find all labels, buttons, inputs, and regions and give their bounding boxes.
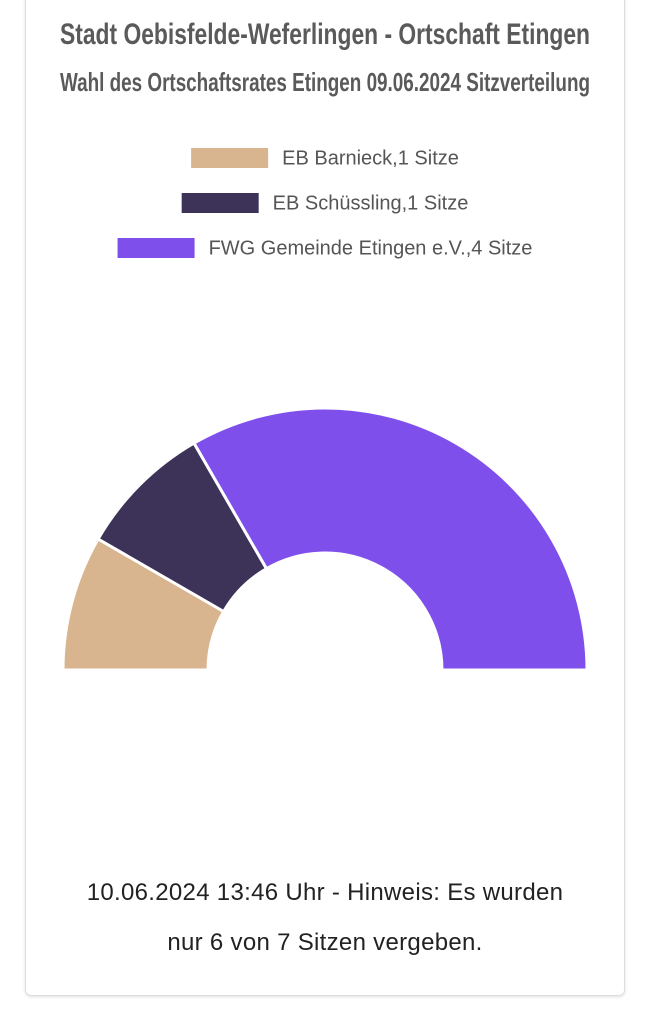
legend-swatch: [191, 148, 269, 168]
note: 10.06.2024 13:46 Uhr - Hinweis: Es wurde…: [86, 879, 564, 956]
legend-swatch: [181, 193, 259, 213]
chart-subtitle: Wahl des Ortschaftsrates Etingen 09.06.2…: [60, 67, 590, 97]
legend-label: EB Schüssling,1 Sitze: [273, 192, 469, 214]
legend-swatch: [117, 238, 195, 258]
chart-title: Stadt Oebisfelde-Weferlingen - Ortschaft…: [60, 18, 590, 51]
legend-label: EB Barnieck,1 Sitze: [282, 147, 459, 169]
legend-label: FWG Gemeinde Etingen e.V.,4 Sitze: [209, 237, 533, 259]
card: [25, 0, 625, 996]
donut-segment: [191, 406, 589, 672]
